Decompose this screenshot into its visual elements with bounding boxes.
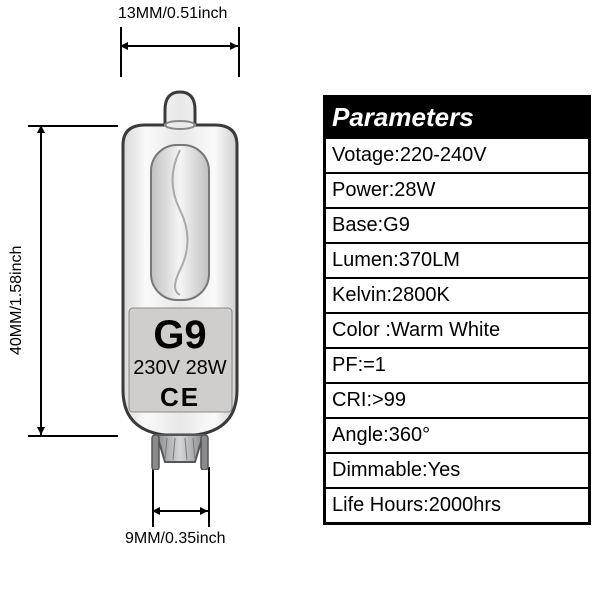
param-key: Kelvin [332, 284, 392, 307]
dim-left-tick-bottom [28, 435, 118, 437]
param-value: 370LM [399, 249, 460, 272]
bulb-base-text: G9 [121, 315, 239, 355]
dim-bottom-label: 9MM/0.35inch [125, 530, 226, 548]
param-row: Life Hours2000hrs [326, 487, 588, 522]
param-row: BaseG9 [326, 207, 588, 242]
param-key: Power [332, 179, 394, 202]
dim-top-line [120, 45, 238, 47]
param-row: Power28W [326, 172, 588, 207]
param-row: Votage220-240V [326, 137, 588, 172]
param-value: G9 [383, 214, 410, 237]
param-value: 2000hrs [429, 494, 501, 517]
parameters-header: Parameters [326, 98, 588, 137]
dim-top-tick-right [238, 27, 240, 77]
param-row: PF=1 [326, 347, 588, 382]
bulb-diagram: 13MM/0.51inch 40MM/1.58inch 9MM/0.35inch [20, 35, 310, 555]
dim-left-line [40, 125, 42, 435]
dim-bottom-tick-right [208, 467, 210, 527]
parameters-table: Parameters Votage220-240VPower28WBaseG9L… [323, 95, 591, 525]
param-key: PF [332, 354, 363, 377]
param-row: Color Warm White [326, 312, 588, 347]
param-key: Votage [332, 144, 400, 167]
dim-bottom-tick-left [152, 467, 154, 527]
param-value: >99 [372, 389, 406, 412]
param-row: DimmableYes [326, 452, 588, 487]
param-value: 220-240V [400, 144, 487, 167]
param-key: Lumen [332, 249, 399, 272]
param-key: Base [332, 214, 383, 237]
param-key: Color [332, 319, 391, 342]
param-value: Yes [428, 459, 461, 482]
dim-left-label: 40MM/1.58inch [8, 246, 26, 355]
param-key: Angle [332, 424, 389, 447]
param-row: Lumen370LM [326, 242, 588, 277]
param-value: =1 [363, 354, 386, 377]
bulb-cert-text: CE [121, 382, 239, 413]
param-value: 360° [389, 424, 430, 447]
param-value: Warm White [391, 319, 500, 342]
dim-top-tick-left [120, 27, 122, 77]
param-key: CRI [332, 389, 372, 412]
dim-top-label: 13MM/0.51inch [118, 5, 227, 23]
param-value: 2800K [392, 284, 450, 307]
bulb-label-plate: G9 230V 28W CE [121, 315, 239, 415]
param-row: Angle360° [326, 417, 588, 452]
param-value: 28W [394, 179, 435, 202]
param-key: Dimmable [332, 459, 428, 482]
dim-bottom-line [152, 510, 208, 512]
param-row: Kelvin2800K [326, 277, 588, 312]
param-key: Life Hours [332, 494, 429, 517]
bulb-illustration: G9 230V 28W CE [115, 90, 245, 460]
bulb-vw-text: 230V 28W [121, 357, 239, 380]
param-row: CRI>99 [326, 382, 588, 417]
